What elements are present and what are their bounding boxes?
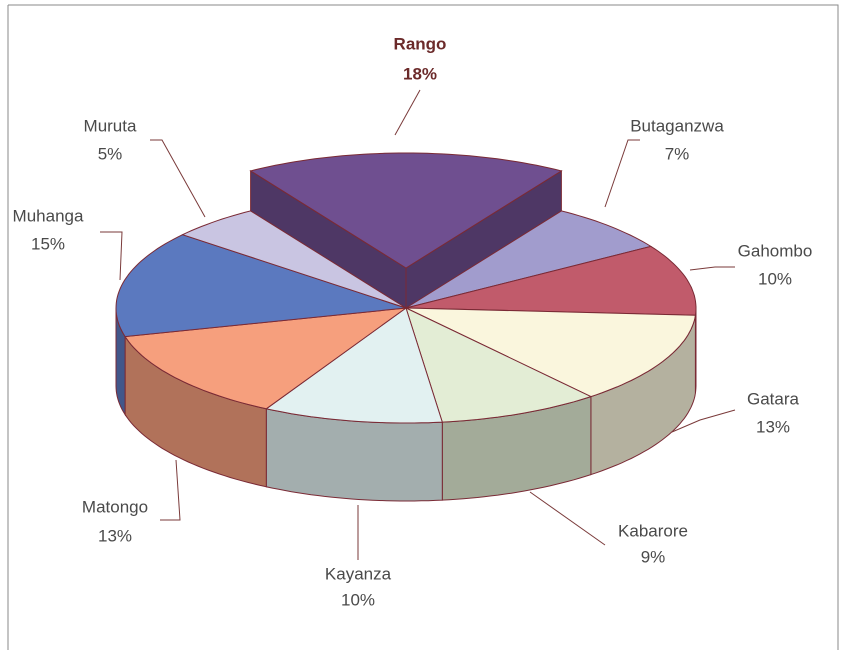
chart-frame — [8, 4, 839, 650]
slice-value-label: 10% — [758, 269, 792, 288]
slice-label: Butaganzwa — [630, 116, 724, 135]
slice-top — [405, 307, 696, 398]
slice-value-label: 13% — [98, 526, 132, 545]
leader-line — [394, 89, 421, 136]
leader-line — [160, 459, 181, 521]
leader-line — [689, 266, 735, 271]
labels: Rango 18% Butaganzwa 7% Gahombo 10% Gatara 13% K… — [13, 34, 813, 609]
leader-line — [671, 409, 736, 433]
leader-line — [100, 231, 123, 281]
slice-top — [181, 210, 407, 309]
slice-top — [405, 210, 653, 309]
slice-top — [124, 307, 408, 410]
slice-top — [265, 307, 443, 424]
slice-top — [115, 234, 407, 338]
slice-value-label: 7% — [665, 144, 690, 163]
leader-line — [150, 139, 206, 218]
slice-value-label: 13% — [756, 417, 790, 436]
slice-label: Gahombo — [738, 241, 813, 260]
slice-value-label: 15% — [31, 234, 65, 253]
slice-value-label: 10% — [341, 590, 375, 609]
slice-label: Muhanga — [13, 206, 84, 225]
slice-label: Muruta — [84, 116, 137, 135]
slice-label: Gatara — [747, 389, 800, 408]
pie — [115, 152, 697, 502]
slice-value-label: 18% — [403, 64, 437, 83]
slice-top — [405, 307, 593, 423]
slice-label: Matongo — [82, 497, 148, 516]
slice-value-label: 5% — [98, 144, 123, 163]
slice-value-label: 9% — [641, 547, 666, 566]
slice-label: Kabarore — [618, 521, 688, 540]
slice-label: Rango — [394, 34, 447, 53]
slice-top — [249, 152, 563, 269]
leader-line — [529, 491, 606, 546]
slice-top — [405, 245, 697, 316]
leader-line — [604, 139, 640, 208]
slice-label: Kayanza — [325, 564, 392, 583]
